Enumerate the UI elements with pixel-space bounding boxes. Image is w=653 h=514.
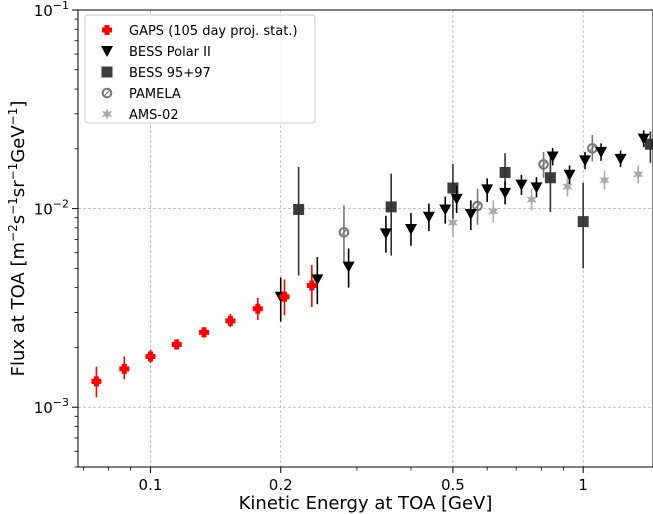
bess-95-97-point <box>386 201 397 212</box>
x-axis-label: Kinetic Energy at TOA [GeV] <box>239 493 493 514</box>
x-tick-label: 0.5 <box>441 476 465 494</box>
x-tick-label: 1 <box>578 476 588 494</box>
legend-entry: GAPS (105 day proj. stat.) <box>102 24 298 39</box>
bess-95-97-point <box>578 216 589 227</box>
legend-label: GAPS (105 day proj. stat.) <box>129 24 298 39</box>
bess-95-97-point <box>293 204 304 215</box>
legend: GAPS (105 day proj. stat.) BESS Polar II B… <box>85 15 315 123</box>
bess-95-97-point <box>645 139 653 150</box>
legend-label: BESS Polar II <box>129 45 211 60</box>
legend-label: PAMELA <box>129 87 181 102</box>
bess-95-97-point <box>545 172 556 183</box>
x-tick-label: 0.2 <box>269 476 293 494</box>
bess-95-97-point <box>500 167 511 178</box>
x-tick-label: 0.1 <box>139 476 163 494</box>
legend-label: BESS 95+97 <box>129 66 211 81</box>
legend-marker <box>102 67 113 78</box>
legend-label: AMS-02 <box>129 108 179 123</box>
